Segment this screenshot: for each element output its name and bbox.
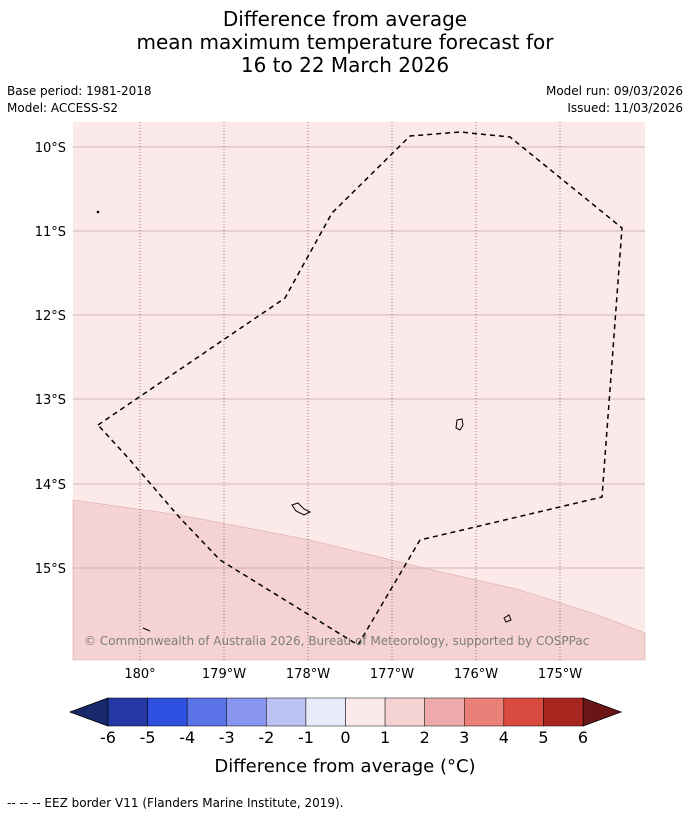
island-south-east bbox=[503, 614, 512, 623]
lon-label-175w: 175°W bbox=[538, 667, 582, 682]
lat-label-12s: 12°S bbox=[35, 309, 66, 324]
colorbar-under-arrow bbox=[68, 697, 109, 727]
map-panel: © Commonwealth of Australia 2026, Bureau… bbox=[72, 122, 646, 661]
copyright-text: © Commonwealth of Australia 2026, Bureau… bbox=[84, 634, 589, 648]
anomaly-zone-2-3 bbox=[72, 499, 646, 661]
lon-label-176w: 176°W bbox=[454, 667, 498, 682]
eez-border bbox=[96, 131, 623, 647]
island-east bbox=[455, 418, 464, 431]
colorbar-swatch bbox=[305, 697, 346, 727]
base-period: Base period: 1981-2018 bbox=[7, 84, 152, 98]
meta-left: Base period: 1981-2018 Model: ACCESS-S2 bbox=[7, 83, 152, 117]
lat-label-15s: 15°S bbox=[35, 562, 66, 577]
colorbar-tick-label: -2 bbox=[258, 728, 274, 747]
colorbar-swatch bbox=[226, 697, 267, 727]
latitude-gridlines bbox=[73, 146, 645, 569]
forecast-map: © Commonwealth of Australia 2026, Bureau… bbox=[35, 122, 646, 777]
model-run: Model run: 09/03/2026 bbox=[545, 84, 683, 98]
latitude-labels: 10°S 11°S 12°S 13°S 14°S 15°S bbox=[35, 141, 66, 577]
islands bbox=[96, 210, 512, 632]
colorbar-over-arrow bbox=[582, 697, 623, 727]
colorbar-swatch bbox=[464, 697, 505, 727]
colorbar-swatch bbox=[266, 697, 307, 727]
lat-label-10s: 10°S bbox=[35, 141, 66, 156]
colorbar-swatch bbox=[424, 697, 465, 727]
title-line-1: Difference from average bbox=[222, 7, 468, 31]
colorbar-swatch bbox=[186, 697, 228, 727]
colorbar-swatch bbox=[503, 697, 544, 727]
colorbar-tick-label: 6 bbox=[578, 728, 588, 747]
colorbar-tick-label: 1 bbox=[380, 728, 390, 747]
colorbar-swatch bbox=[345, 697, 386, 727]
lat-label-13s: 13°S bbox=[35, 393, 66, 408]
colorbar-label: Difference from average (°C) bbox=[214, 756, 475, 777]
longitude-labels: 180° 179°W 178°W 177°W 176°W 175°W bbox=[124, 667, 582, 682]
title-line-2: mean maximum temperature forecast for bbox=[136, 30, 554, 54]
lat-label-11s: 11°S bbox=[35, 225, 66, 240]
colorbar-swatch bbox=[147, 697, 188, 727]
island-south-west bbox=[291, 502, 312, 516]
island-far-west bbox=[142, 627, 151, 632]
eez-legend-footnote: -- -- -- EEZ border V11 (Flanders Marine… bbox=[7, 796, 344, 810]
colorbar-tick-label: 5 bbox=[538, 728, 548, 747]
lat-label-14s: 14°S bbox=[35, 478, 66, 493]
lon-label-180: 180° bbox=[124, 667, 155, 682]
colorbar-swatch bbox=[543, 697, 584, 727]
colorbar-tick-label: -4 bbox=[179, 728, 195, 747]
title-line-3: 16 to 22 March 2026 bbox=[240, 53, 450, 77]
colorbar-tick-label: -5 bbox=[140, 728, 156, 747]
colorbar-tick-labels: -6 -5 -4 -3 -2 -1 0 1 2 3 4 5 6 bbox=[100, 728, 588, 747]
colorbar-tick-label: 2 bbox=[420, 728, 430, 747]
issued-date: Issued: 11/03/2026 bbox=[567, 101, 683, 115]
colorbar-swatch bbox=[384, 697, 425, 727]
lon-label-177w: 177°W bbox=[370, 667, 414, 682]
colorbar-swatch bbox=[107, 697, 148, 727]
colorbar-tick-label: 3 bbox=[459, 728, 469, 747]
colorbar-tick-label: -1 bbox=[298, 728, 314, 747]
lon-label-179w: 179°W bbox=[202, 667, 246, 682]
map-title: Difference from average mean maximum tem… bbox=[0, 8, 690, 77]
lon-label-178w: 178°W bbox=[286, 667, 330, 682]
meta-right: Model run: 09/03/2026 Issued: 11/03/2026 bbox=[546, 83, 683, 117]
colorbar-tick-label: 0 bbox=[340, 728, 350, 747]
model-name: Model: ACCESS-S2 bbox=[7, 101, 119, 115]
colorbar-tick-label: -3 bbox=[219, 728, 235, 747]
island-north-west-dot bbox=[96, 210, 100, 214]
colorbar-tick-label: -6 bbox=[100, 728, 116, 747]
colorbar-swatches bbox=[107, 697, 584, 727]
colorbar-tick-label: 4 bbox=[499, 728, 509, 747]
colorbar: -6 -5 -4 -3 -2 -1 0 1 2 3 4 5 6 Difference from aver… bbox=[68, 697, 623, 777]
